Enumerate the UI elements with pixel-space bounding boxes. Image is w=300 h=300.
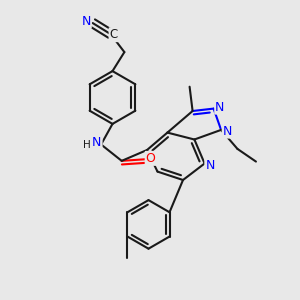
- Text: N: N: [92, 136, 102, 149]
- Text: N: N: [223, 124, 232, 138]
- Text: O: O: [146, 152, 156, 165]
- Text: C: C: [110, 28, 118, 41]
- Text: N: N: [81, 15, 91, 28]
- Text: H: H: [83, 140, 91, 150]
- Text: N: N: [205, 159, 215, 172]
- Text: N: N: [215, 100, 225, 114]
